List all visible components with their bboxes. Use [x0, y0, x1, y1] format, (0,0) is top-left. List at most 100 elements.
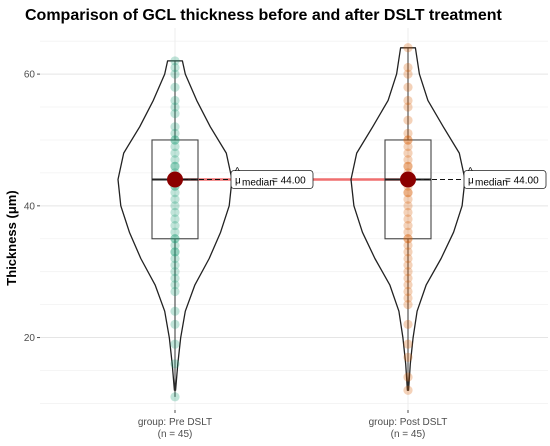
data-point — [403, 234, 413, 244]
data-point — [403, 155, 413, 165]
data-point — [403, 280, 413, 290]
data-point — [403, 201, 413, 211]
data-point — [170, 286, 180, 297]
data-point — [403, 286, 413, 297]
data-point — [403, 161, 413, 171]
data-point — [403, 161, 413, 171]
data-point — [170, 339, 180, 349]
y-tick-label: 20 — [24, 333, 36, 344]
data-point — [170, 260, 180, 270]
median-label-box — [463, 170, 547, 189]
data-point — [170, 220, 180, 231]
median-label-value: = 44.00 — [272, 175, 306, 186]
violin-outline — [350, 47, 466, 391]
median-label-hat: ^ — [235, 166, 240, 177]
data-point — [403, 227, 413, 237]
data-point — [170, 306, 180, 316]
data-point — [403, 220, 413, 231]
data-point — [403, 194, 413, 204]
data-point — [170, 253, 180, 264]
data-point — [403, 148, 413, 158]
data-point — [170, 148, 180, 158]
data-point — [170, 392, 180, 402]
data-point — [170, 161, 180, 171]
data-point — [170, 109, 180, 119]
x-tick-n-label: (n = 45) — [391, 429, 426, 440]
data-point — [170, 161, 180, 171]
median-marker — [400, 171, 416, 188]
chart-title: Comparison of GCL thickness before and a… — [25, 7, 502, 24]
data-point — [403, 102, 413, 112]
data-point — [403, 128, 413, 138]
x-tick-label: group: Post DSLT — [369, 417, 448, 428]
x-tick-n-label: (n = 45) — [158, 429, 193, 440]
data-point — [403, 247, 413, 257]
group-1: μ^median= 44.00 group: Pre DSLT(n = 45) — [117, 56, 314, 440]
median-label-box — [230, 170, 314, 189]
data-point — [170, 234, 180, 244]
data-point — [403, 339, 413, 349]
data-point — [403, 69, 413, 79]
data-point — [170, 214, 180, 224]
data-point — [170, 267, 180, 277]
data-point — [170, 240, 180, 250]
data-point — [170, 247, 180, 257]
data-point — [170, 135, 180, 145]
data-point — [170, 319, 180, 329]
data-point — [170, 234, 180, 244]
data-point — [170, 207, 180, 218]
data-point — [403, 188, 413, 198]
data-point — [403, 234, 413, 244]
data-point — [170, 56, 180, 66]
data-point — [170, 69, 180, 79]
data-point — [170, 155, 180, 165]
data-point — [403, 293, 413, 303]
data-point — [403, 214, 413, 224]
data-point — [403, 141, 413, 152]
data-point — [403, 115, 413, 125]
data-point — [403, 372, 413, 382]
data-point — [403, 82, 413, 92]
data-point — [403, 260, 413, 270]
y-tick-label: 40 — [24, 201, 36, 212]
data-point — [170, 188, 180, 198]
median-label-value: = 44.00 — [505, 175, 539, 186]
data-point — [403, 135, 413, 145]
data-point — [403, 253, 413, 264]
data-point — [403, 43, 413, 53]
data-point — [170, 95, 180, 106]
data-point — [403, 352, 413, 362]
data-point — [170, 194, 180, 204]
data-point — [403, 273, 413, 283]
median-label-sub: median — [475, 177, 508, 188]
data-point — [170, 82, 180, 92]
median-label-symbol: μ — [468, 175, 474, 186]
data-point — [170, 280, 180, 290]
violin-outline — [117, 60, 233, 391]
data-point — [403, 62, 413, 73]
data-point — [170, 62, 180, 73]
data-point — [170, 122, 180, 132]
data-point — [170, 141, 180, 152]
data-point — [170, 273, 180, 283]
data-point — [403, 135, 413, 145]
median-marker — [167, 171, 183, 188]
data-point — [170, 102, 180, 112]
data-point — [170, 135, 180, 145]
data-point — [170, 128, 180, 138]
data-point — [403, 267, 413, 277]
x-tick-label: group: Pre DSLT — [138, 417, 212, 428]
data-point — [403, 95, 413, 106]
data-point — [403, 207, 413, 218]
box — [384, 139, 432, 240]
y-axis-title: Thickness (μm) — [4, 190, 19, 285]
data-point — [403, 240, 413, 250]
y-tick-label: 60 — [24, 70, 36, 81]
median-label-symbol: μ — [235, 175, 241, 186]
data-point — [170, 359, 180, 369]
data-point — [403, 319, 413, 329]
group-2: μ^median= 44.00 group: Post DSLT(n = 45) — [350, 43, 547, 440]
median-label-sub: median — [242, 177, 275, 188]
